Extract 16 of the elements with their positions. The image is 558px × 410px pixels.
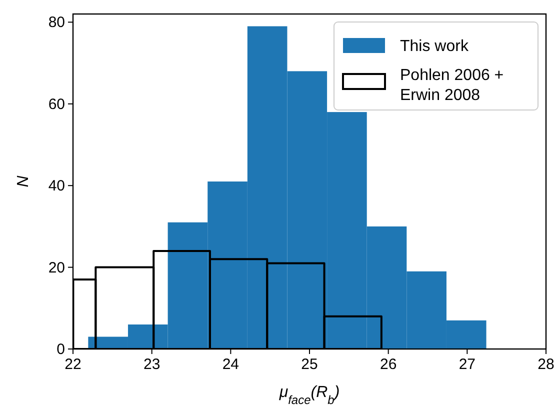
x-tick-label: 23 bbox=[143, 356, 160, 373]
x-tick-label: 24 bbox=[222, 356, 240, 373]
x-tick-label: 26 bbox=[380, 356, 397, 373]
y-tick-label: 60 bbox=[48, 96, 65, 113]
x-tick-label: 27 bbox=[458, 356, 476, 373]
y-tick-label: 80 bbox=[48, 14, 65, 32]
x-axis-title: μ$_{face}$(R$_{b}$) bbox=[278, 384, 340, 407]
x-tick-label: 28 bbox=[538, 356, 554, 373]
y-tick-label: 40 bbox=[48, 178, 65, 195]
y-axis-title: N bbox=[15, 175, 32, 188]
x-tick-label: 22 bbox=[64, 356, 82, 373]
y-tick-label: 20 bbox=[48, 259, 65, 276]
y-tick-label: 0 bbox=[56, 341, 65, 358]
legend-label: Pohlen 2006 + Erwin 2008 bbox=[400, 67, 504, 104]
legend-label: This work bbox=[400, 38, 470, 55]
x-tick-label: 25 bbox=[301, 356, 318, 373]
